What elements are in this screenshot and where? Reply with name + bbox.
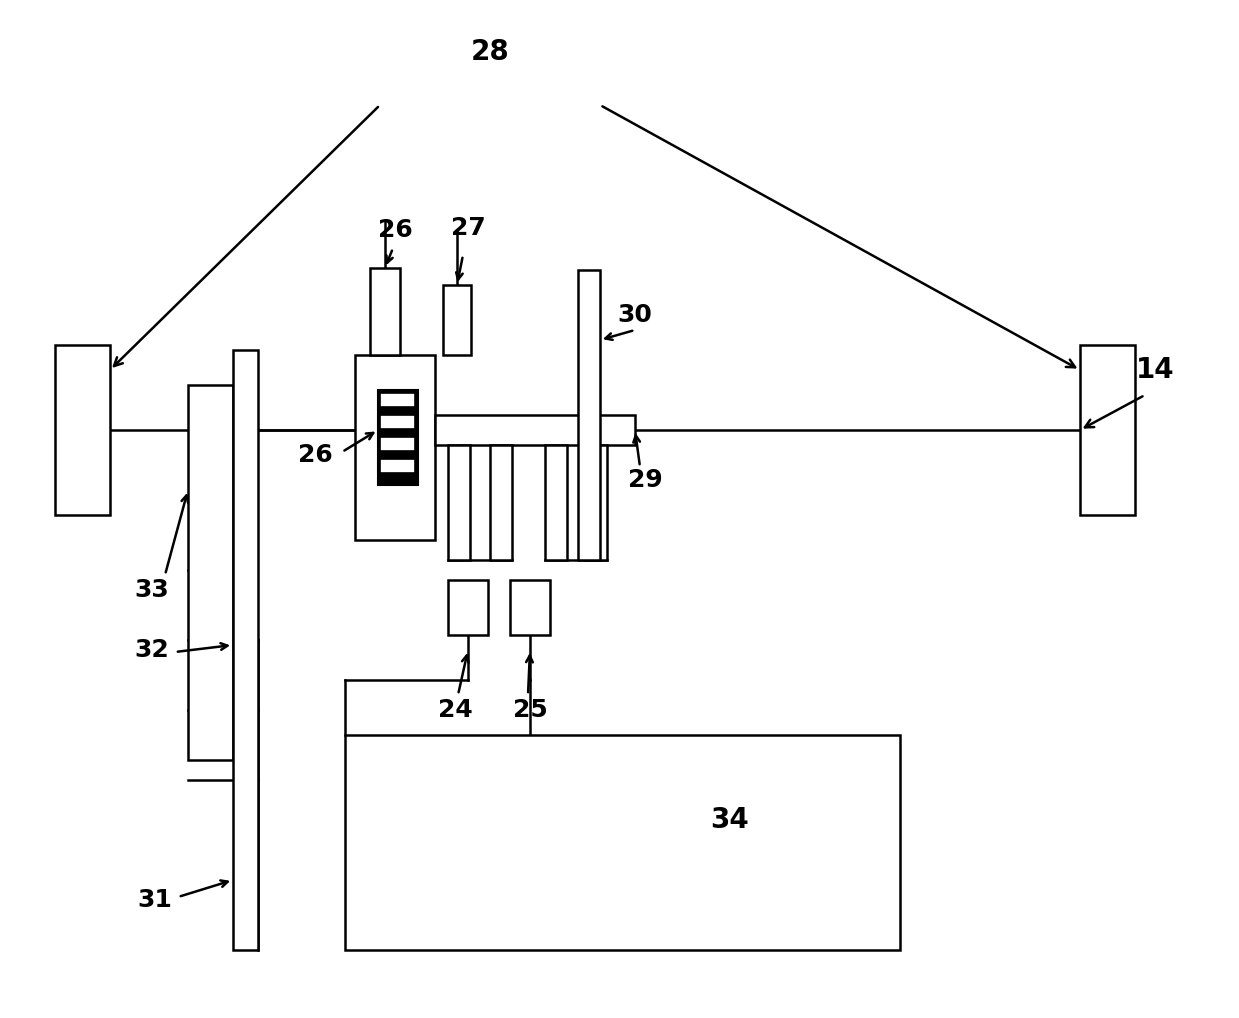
Bar (579, 270, 600, 560)
Text: 24: 24 (437, 698, 472, 722)
Text: 27: 27 (451, 216, 486, 240)
Bar (380, 393, 415, 407)
Bar (233, 350, 258, 950)
Text: 26: 26 (378, 218, 413, 242)
Text: 26: 26 (297, 443, 332, 467)
Bar (449, 580, 488, 635)
Bar (380, 415, 415, 429)
Bar (188, 385, 233, 760)
Bar (510, 580, 550, 635)
Bar (1080, 345, 1135, 515)
Bar (370, 268, 400, 355)
Bar (55, 345, 110, 515)
Bar (444, 285, 471, 355)
Bar (380, 437, 415, 451)
Text: 30: 30 (617, 303, 653, 327)
Text: 34: 34 (711, 806, 750, 834)
Text: 25: 25 (513, 698, 548, 722)
Bar (378, 390, 418, 485)
Bar (435, 415, 636, 445)
Bar (489, 445, 512, 560)
Bar (585, 445, 607, 560)
Text: 33: 33 (135, 578, 170, 602)
Bar (344, 735, 900, 950)
Text: 28: 28 (471, 38, 509, 66)
Bar (356, 355, 435, 540)
Bar (449, 445, 470, 560)
Bar (380, 459, 415, 473)
Bar (545, 445, 567, 560)
Text: 29: 29 (628, 468, 663, 492)
Text: 14: 14 (1136, 356, 1175, 384)
Text: 31: 31 (138, 888, 172, 912)
Text: 32: 32 (135, 638, 170, 662)
